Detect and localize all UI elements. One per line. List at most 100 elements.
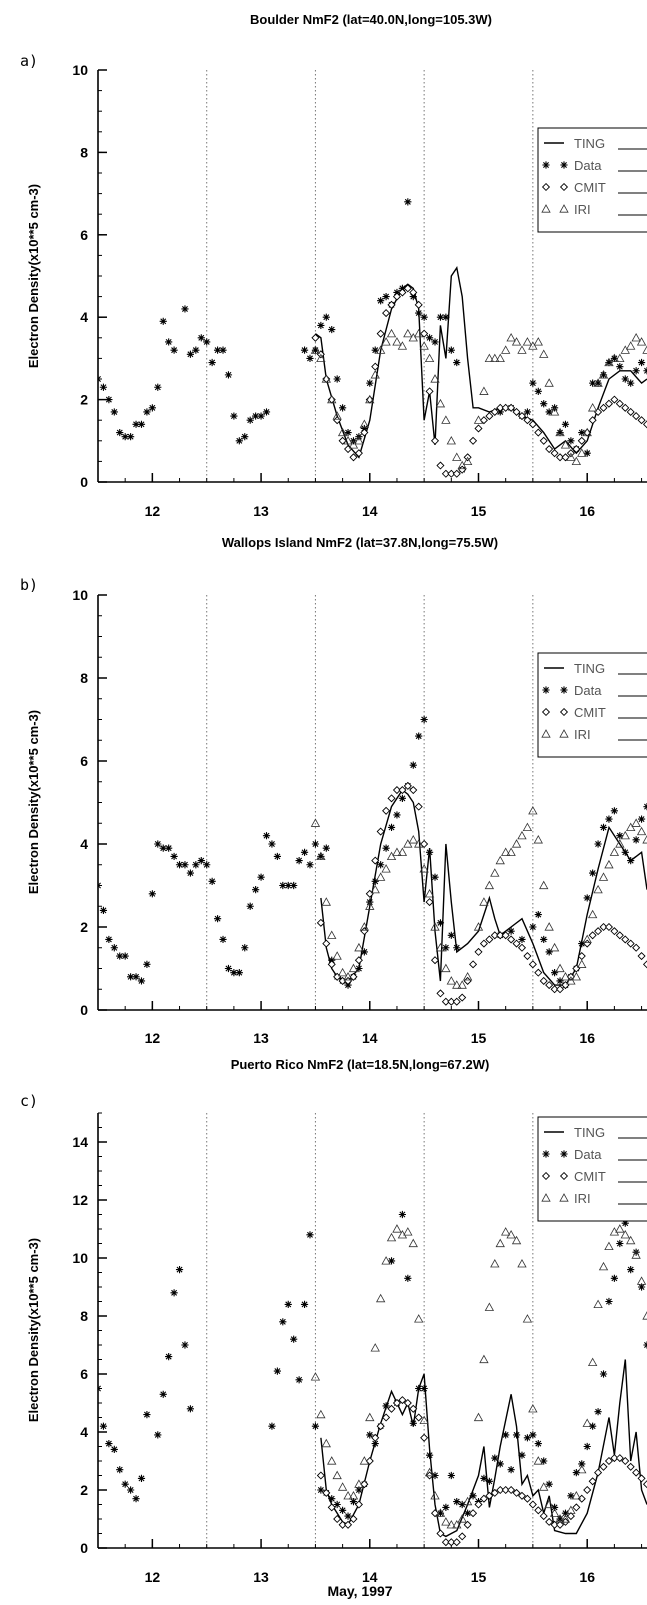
cmit-point (512, 939, 521, 948)
data-point (545, 948, 553, 956)
iri-point (457, 460, 467, 470)
data-point (311, 840, 320, 848)
iri-point (528, 805, 538, 815)
data-point (415, 1384, 423, 1393)
cmit-point (376, 1422, 385, 1431)
iri-point (604, 1241, 614, 1250)
iri-point (375, 345, 386, 354)
iri-point (343, 1490, 353, 1500)
iri-point (533, 1456, 543, 1465)
data-point (512, 1431, 521, 1439)
cmit-point (392, 1398, 401, 1408)
data-point (567, 1492, 575, 1500)
data-point (273, 1367, 281, 1375)
data-point (154, 1431, 162, 1439)
iri-point (631, 1250, 641, 1259)
data-point (453, 1498, 461, 1506)
data-point (121, 1480, 129, 1488)
cmit-point (490, 407, 499, 416)
cmit-point (555, 985, 565, 994)
data-point (295, 857, 303, 865)
iri-point (571, 971, 582, 981)
data-point (317, 852, 325, 861)
x-tick-label: 12 (145, 1030, 161, 1046)
data-point (567, 437, 575, 445)
data-point (295, 1376, 303, 1384)
data-point (518, 935, 526, 944)
cmit-point (452, 997, 461, 1006)
data-point (523, 408, 532, 416)
iri-point (577, 1464, 587, 1474)
cmit-point (561, 453, 570, 462)
iri-point (615, 353, 625, 362)
cmit-point (398, 1396, 407, 1405)
iri-point (609, 353, 620, 362)
iri-point (560, 440, 571, 449)
data-point (453, 358, 461, 367)
data-point (594, 840, 602, 848)
data-point (224, 964, 233, 973)
data-point (175, 1266, 184, 1274)
cmit-point (371, 856, 380, 865)
iri-point (490, 868, 500, 877)
data-point (382, 844, 390, 852)
data-point (496, 1460, 504, 1468)
data-point (262, 408, 271, 416)
data-point (279, 1318, 287, 1326)
cmit-point (642, 960, 647, 969)
cmit-point (425, 898, 434, 907)
cmit-point (545, 445, 554, 454)
iri-point (598, 872, 609, 881)
data-point (560, 1150, 568, 1158)
data-point (165, 844, 173, 852)
data-point (469, 1492, 477, 1500)
data-point (436, 1509, 445, 1517)
cmit-point (382, 806, 391, 815)
data-point (148, 890, 156, 898)
chart-title: Boulder NmF2 (lat=40.0N,long=105.3W) (250, 12, 492, 27)
legend-entry: IRI (574, 202, 591, 217)
data-point (219, 935, 227, 944)
data-point (442, 944, 450, 952)
iri-point (506, 847, 516, 856)
iri-point (598, 370, 609, 379)
iri-point (435, 1508, 446, 1517)
data-point (605, 815, 613, 823)
iri-point (430, 374, 440, 383)
data-point (148, 404, 156, 412)
data-point (540, 935, 548, 944)
data-point (425, 848, 434, 856)
cmit-point (447, 1538, 456, 1547)
cmit-point (490, 1488, 499, 1497)
data-point (328, 956, 336, 964)
cmit-point (469, 436, 478, 445)
iri-point (381, 1256, 391, 1265)
data-point (224, 371, 233, 379)
y-tick-label: 4 (80, 836, 88, 852)
iri-point (555, 963, 565, 973)
data-point (589, 869, 597, 877)
data-point (360, 424, 368, 433)
cmit-point (452, 1538, 461, 1547)
data-point (578, 940, 586, 948)
data-point (116, 1466, 124, 1474)
iri-point (452, 1519, 462, 1529)
panel-label: a) (20, 52, 38, 70)
x-tick-label: 16 (579, 1569, 595, 1585)
iri-point (500, 1227, 511, 1236)
series-layer (98, 715, 647, 1006)
data-point (175, 861, 184, 869)
data-point (328, 1495, 336, 1503)
cmit-point (545, 1517, 554, 1526)
data-point (371, 877, 379, 885)
cmit-point (441, 1538, 450, 1547)
data-point (143, 960, 151, 968)
cmit-point (414, 802, 423, 811)
cmit-point (517, 1491, 527, 1500)
data-point (431, 1471, 439, 1480)
y-tick-label: 10 (72, 1250, 88, 1266)
data-point (300, 346, 309, 354)
iri-point (582, 1418, 592, 1427)
iri-point (549, 1508, 560, 1517)
cmit-point (441, 469, 450, 478)
